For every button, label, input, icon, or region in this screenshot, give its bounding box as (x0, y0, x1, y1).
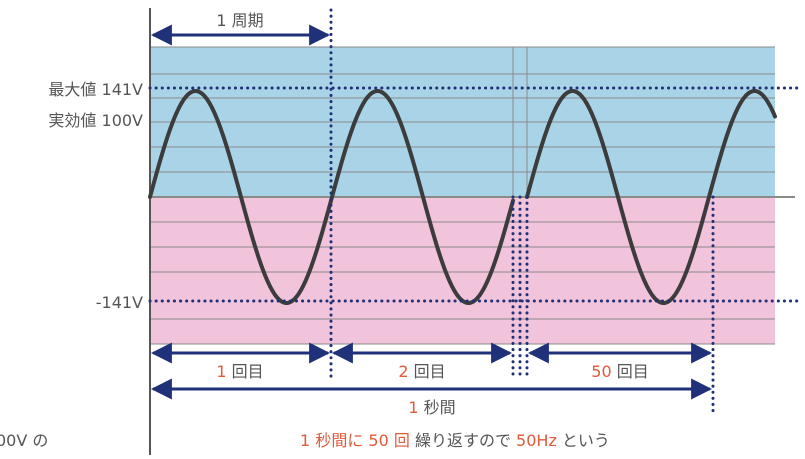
clipped-left-text: 00V の (0, 431, 48, 450)
cycle2-label: 2 回目 (398, 362, 445, 381)
cycle1-number: 1 (216, 362, 226, 381)
cycle50-number: 50 (591, 362, 611, 381)
cycle1-label: 1 回目 (216, 362, 263, 381)
cycle1-suffix: 回目 (227, 362, 264, 381)
caption-part4: という (557, 431, 610, 450)
dotted-reference-lines (148, 8, 800, 414)
caption-part3: 50Hz (516, 431, 557, 450)
negative-half-band (150, 197, 775, 344)
cycle50-label: 50 回目 (591, 362, 648, 381)
cycle50-suffix: 回目 (612, 362, 649, 381)
effective-voltage-label: 実効値 100V (48, 111, 143, 130)
caption-part2: 繰り返すので (410, 431, 516, 450)
cycle2-number: 2 (398, 362, 408, 381)
arrows (150, 24, 713, 400)
caption: 1 秒間に 50 回 繰り返すので 50Hz という (300, 431, 610, 450)
cycle2-suffix: 回目 (409, 362, 446, 381)
one-second-label: 1 秒間 (408, 398, 455, 417)
one-second-suffix: 秒間 (419, 398, 456, 417)
period-label: 1 周期 (216, 11, 263, 30)
caption-part1: 1 秒間に 50 回 (300, 431, 410, 450)
one-second-number: 1 (408, 398, 418, 417)
sine-wave-last-segment (525, 89, 777, 305)
min-voltage-label: -141V (96, 293, 143, 312)
max-voltage-label: 最大値 141V (48, 80, 143, 99)
